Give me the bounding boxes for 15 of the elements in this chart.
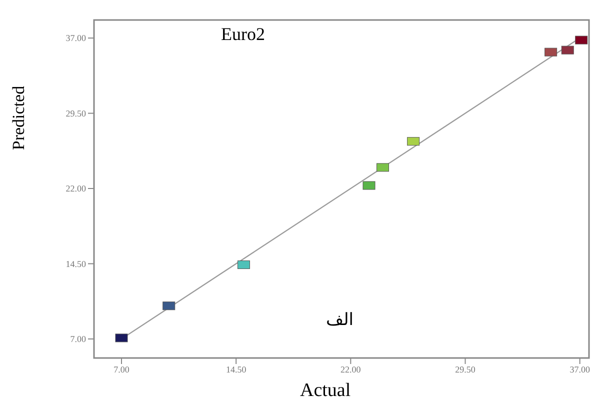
y-tick-label: 37.00 [66,33,86,44]
x-tick-label: 7.00 [114,364,130,374]
y-tick-label: 14.50 [66,258,86,269]
y-tick-label: 22.00 [66,184,86,194]
x-tick-label: 22.00 [340,364,362,374]
y-tick-label: 7.00 [70,334,86,344]
x-tick-label: 29.50 [455,364,476,374]
point [376,163,389,172]
annotation: Euro2 [221,24,265,45]
x-tick-label: 14.50 [226,364,247,374]
y-axis-title: Predicted [9,84,29,152]
x-axis-title: Actual [300,380,351,402]
annotation: الف [326,310,354,330]
y-tick-label: 29.50 [66,108,86,118]
x-tick-label: 37.00 [570,364,590,374]
